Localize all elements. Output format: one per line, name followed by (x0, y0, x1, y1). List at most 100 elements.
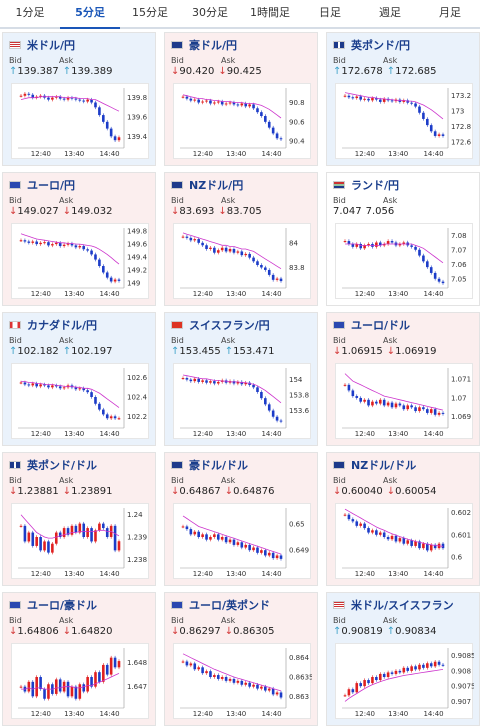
bid-ask-labels: Bid Ask (333, 616, 473, 626)
tab-5[interactable]: 日足 (300, 0, 360, 29)
mini-chart[interactable]: 0.602 0.601 0.6 12:40 13:40 14:40 (335, 503, 473, 579)
candle (279, 138, 283, 140)
pair-name[interactable]: スイスフラン/円 (189, 319, 270, 332)
pair-name[interactable]: ユーロ/英ポンド (189, 599, 271, 612)
pair-name[interactable]: ユーロ/円 (27, 179, 76, 192)
currency-card[interactable]: NZドル/ドル Bid Ask ↓0.60040 ↓0.60054 0.602 0.601 0… (326, 452, 480, 586)
currency-card[interactable]: ユーロ/英ポンド Bid Ask ↓0.86297 ↓0.86305 0.864 0.863… (164, 592, 318, 726)
mini-chart[interactable]: 1.648 1.647 12:40 13:40 14:40 (11, 643, 149, 719)
timeframe-tabs: 1分足 5分足 15分足 30分足 1時間足 日足 週足 月足 (0, 0, 480, 29)
tab-1[interactable]: 5分足 (60, 0, 120, 29)
pair-name[interactable]: 豪ドル/ドル (189, 459, 249, 472)
currency-card[interactable]: スイスフラン/円 Bid Ask ↑153.455 ↑153.471 154 153.8 15… (164, 312, 318, 446)
bid-value: 7.047 (333, 206, 362, 217)
tab-0[interactable]: 1分足 (0, 0, 60, 29)
mini-chart[interactable]: 0.65 0.649 12:40 13:40 14:40 (173, 503, 311, 579)
tab-2[interactable]: 15分足 (120, 0, 180, 29)
au-flag-icon (171, 461, 183, 469)
chart-svg: 0.602 0.601 0.6 12:40 13:40 14:40 (342, 508, 471, 578)
candle (355, 683, 359, 693)
y-tick-label: 0.65 (289, 520, 305, 528)
x-tick-label: 14:40 (423, 290, 443, 298)
currency-card[interactable]: 英ポンド/ドル Bid Ask ↓1.23881 ↓1.23891 1.24 1.239 1.… (2, 452, 156, 586)
mini-chart[interactable]: 102.6 102.4 102.2 12:40 13:40 14:40 (11, 363, 149, 439)
pair-name[interactable]: NZドル/円 (189, 179, 244, 192)
mini-chart[interactable]: 0.9085 0.908 0.9075 0.907 12:40 13:40 14:40 (335, 643, 474, 719)
candle (216, 250, 220, 253)
us-flag-icon (9, 41, 21, 49)
tab-3[interactable]: 30分足 (180, 0, 240, 29)
currency-card[interactable]: 豪ドル/ドル Bid Ask ↓0.64867 ↓0.64876 0.65 0.649 12:… (164, 452, 318, 586)
candle (351, 689, 355, 693)
mini-chart[interactable]: 149.8 149.6 149.4 149.2 149 12:40 13:40 14:40 (11, 223, 149, 299)
bid-value: 149.027 (17, 206, 59, 217)
candle (181, 526, 185, 528)
pair-name[interactable]: 米ドル/スイスフラン (351, 599, 454, 612)
pair-name[interactable]: ユーロ/ドル (351, 319, 411, 332)
mini-chart[interactable]: 90.8 90.6 90.4 12:40 13:40 14:40 (173, 83, 311, 159)
candle (113, 657, 117, 668)
mini-chart[interactable]: 173.2 173 172.8 172.6 12:40 13:40 14:40 (335, 83, 473, 159)
currency-card[interactable]: 米ドル/スイスフラン Bid Ask ↑0.90819 ↑0.90834 0.9085 0.… (326, 592, 480, 726)
candle (363, 245, 366, 249)
y-tick-label: 7.08 (451, 232, 467, 240)
currency-card[interactable]: 豪ドル/円 Bid Ask ↓90.420 ↓90.425 90.8 90.6 90.4 12:… (164, 32, 318, 166)
currency-card[interactable]: ユーロ/円 Bid Ask ↓149.027 ↓149.032 149.8 149.6 149… (2, 172, 156, 306)
pair-name[interactable]: カナダドル/円 (27, 319, 98, 332)
candle (181, 236, 185, 238)
currency-card[interactable]: NZドル/円 Bid Ask ↓83.693 ↓83.705 84 83.8 12:40 13:… (164, 172, 318, 306)
currency-card[interactable]: 英ポンド/円 Bid Ask ↑172.678 ↑172.685 173.2 173 172.… (326, 32, 480, 166)
candle (252, 104, 255, 109)
candle (422, 112, 425, 119)
candle (78, 523, 82, 533)
currency-card[interactable]: ユーロ/ドル Bid Ask ↓1.06915 ↓1.06919 1.071 1.07 1.0… (326, 312, 480, 446)
mini-chart[interactable]: 1.24 1.239 1.238 12:40 13:40 14:40 (11, 503, 149, 579)
mini-chart[interactable]: 1.071 1.07 1.069 12:40 13:40 14:40 (335, 363, 473, 439)
pair-name[interactable]: NZドル/ドル (351, 459, 417, 472)
mini-chart[interactable]: 0.864 0.8635 0.863 12:40 13:40 14:40 (173, 643, 312, 719)
candle (90, 392, 93, 397)
bid-value: 0.86297 (179, 626, 221, 637)
candle (39, 242, 42, 245)
ask-value: 0.64876 (233, 486, 275, 497)
arrow-down-icon: ↓ (9, 486, 18, 497)
pair-name[interactable]: 豪ドル/円 (189, 39, 238, 52)
mini-chart[interactable]: 139.8 139.6 139.4 12:40 13:40 14:40 (11, 83, 149, 159)
nz-flag-icon (171, 181, 183, 189)
moving-average-line (182, 374, 282, 404)
currency-card[interactable]: ランド/円 Bid Ask 7.047 7.056 7.08 7.07 7.06 7.05 12:… (326, 172, 480, 306)
candle (109, 657, 113, 675)
za-flag-icon (333, 181, 345, 189)
candle (437, 134, 441, 136)
pair-name[interactable]: 米ドル/円 (27, 39, 76, 52)
pair-name[interactable]: 英ポンド/円 (351, 39, 411, 52)
candle (66, 97, 70, 100)
bid-label: Bid (333, 196, 346, 205)
tab-4[interactable]: 1時間足 (240, 0, 300, 29)
candle (343, 384, 347, 386)
arrow-down-icon: ↓ (9, 626, 18, 637)
bid-price: ↓90.420 (171, 66, 214, 80)
candle (347, 689, 351, 696)
ask-value: 90.425 (226, 66, 262, 77)
currency-card[interactable]: 米ドル/円 Bid Ask ↑139.387 ↑139.389 139.8 139.6 139… (2, 32, 156, 166)
mini-chart[interactable]: 7.08 7.07 7.06 7.05 12:40 13:40 14:40 (335, 223, 473, 299)
tab-7[interactable]: 月足 (420, 0, 480, 29)
pair-name[interactable]: ユーロ/豪ドル (27, 599, 98, 612)
x-tick-label: 12:40 (355, 290, 375, 298)
arrow-up-icon: ↑ (62, 346, 72, 357)
ask-price: ↓90.425 (218, 66, 261, 80)
currency-card[interactable]: ユーロ/豪ドル Bid Ask ↓1.64806 ↓1.64820 1.648 1.647 1… (2, 592, 156, 726)
y-tick-label: 0.601 (451, 531, 471, 539)
mini-chart[interactable]: 154 153.8 153.6 12:40 13:40 14:40 (173, 363, 311, 439)
x-tick-label: 13:40 (226, 710, 246, 718)
mini-chart[interactable]: 84 83.8 12:40 13:40 14:40 (173, 223, 311, 299)
pair-name[interactable]: 英ポンド/ドル (27, 459, 98, 472)
pair-name[interactable]: ランド/円 (351, 179, 400, 192)
tab-6[interactable]: 週足 (360, 0, 420, 29)
candle (343, 241, 347, 243)
bid-value: 153.455 (179, 346, 221, 357)
bid-label: Bid (9, 56, 22, 65)
x-tick-label: 14:40 (99, 570, 119, 578)
currency-card[interactable]: カナダドル/円 Bid Ask ↑102.182 ↑102.197 102.6 102.4 1… (2, 312, 156, 446)
